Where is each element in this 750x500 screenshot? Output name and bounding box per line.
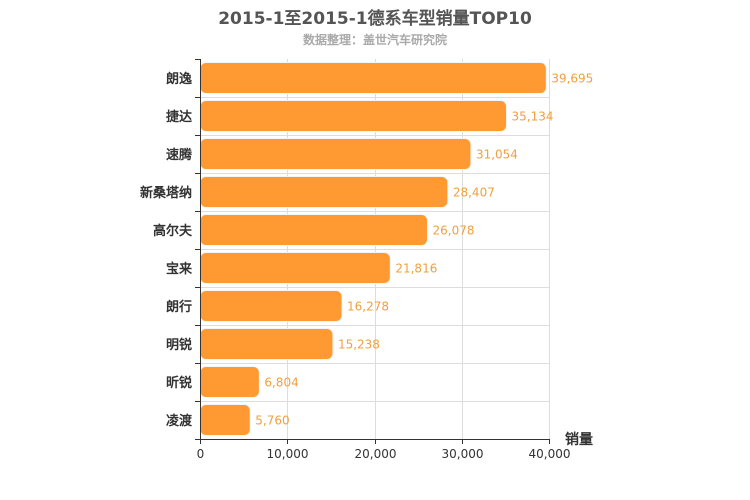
bar [199,62,547,94]
value-label: 28,407 [453,186,495,200]
chart-title: 2015-1至2015-1德系车型销量TOP10 [218,9,532,29]
bar [199,138,472,170]
bar [199,328,334,360]
chart-subtitle: 数据整理：盖世汽车研究院 [302,33,447,47]
value-label: 31,054 [476,148,518,162]
bar [199,214,429,246]
category-label: 速腾 [166,147,193,163]
value-label: 39,695 [551,72,593,86]
x-tick-label: 0 [197,447,205,461]
category-label: 宝来 [166,261,193,277]
x-tick-label: 40,000 [529,447,571,461]
bar [199,366,260,398]
x-tick-label: 20,000 [355,447,397,461]
bar [199,176,449,208]
bar [199,100,508,132]
category-label: 朗逸 [166,71,192,87]
x-tick-label: 30,000 [442,447,484,461]
value-label: 15,238 [338,338,380,352]
bar [199,404,251,436]
category-label: 新桑塔纳 [140,185,192,201]
category-label: 捷达 [166,109,192,125]
bar [199,252,391,284]
value-label: 21,816 [395,262,437,276]
category-label: 明锐 [166,337,192,353]
category-label: 凌渡 [166,413,193,429]
value-label: 35,134 [512,110,554,124]
x-axis-name: 销量 [565,431,593,448]
value-label: 26,078 [433,224,475,238]
category-label: 朗行 [166,299,192,315]
category-label: 高尔夫 [153,223,193,239]
value-label: 5,760 [255,414,289,428]
category-label: 昕锐 [166,375,192,391]
bar [199,290,343,322]
value-label: 6,804 [264,376,298,390]
x-tick-label: 10,000 [267,447,309,461]
value-label: 16,278 [347,300,389,314]
